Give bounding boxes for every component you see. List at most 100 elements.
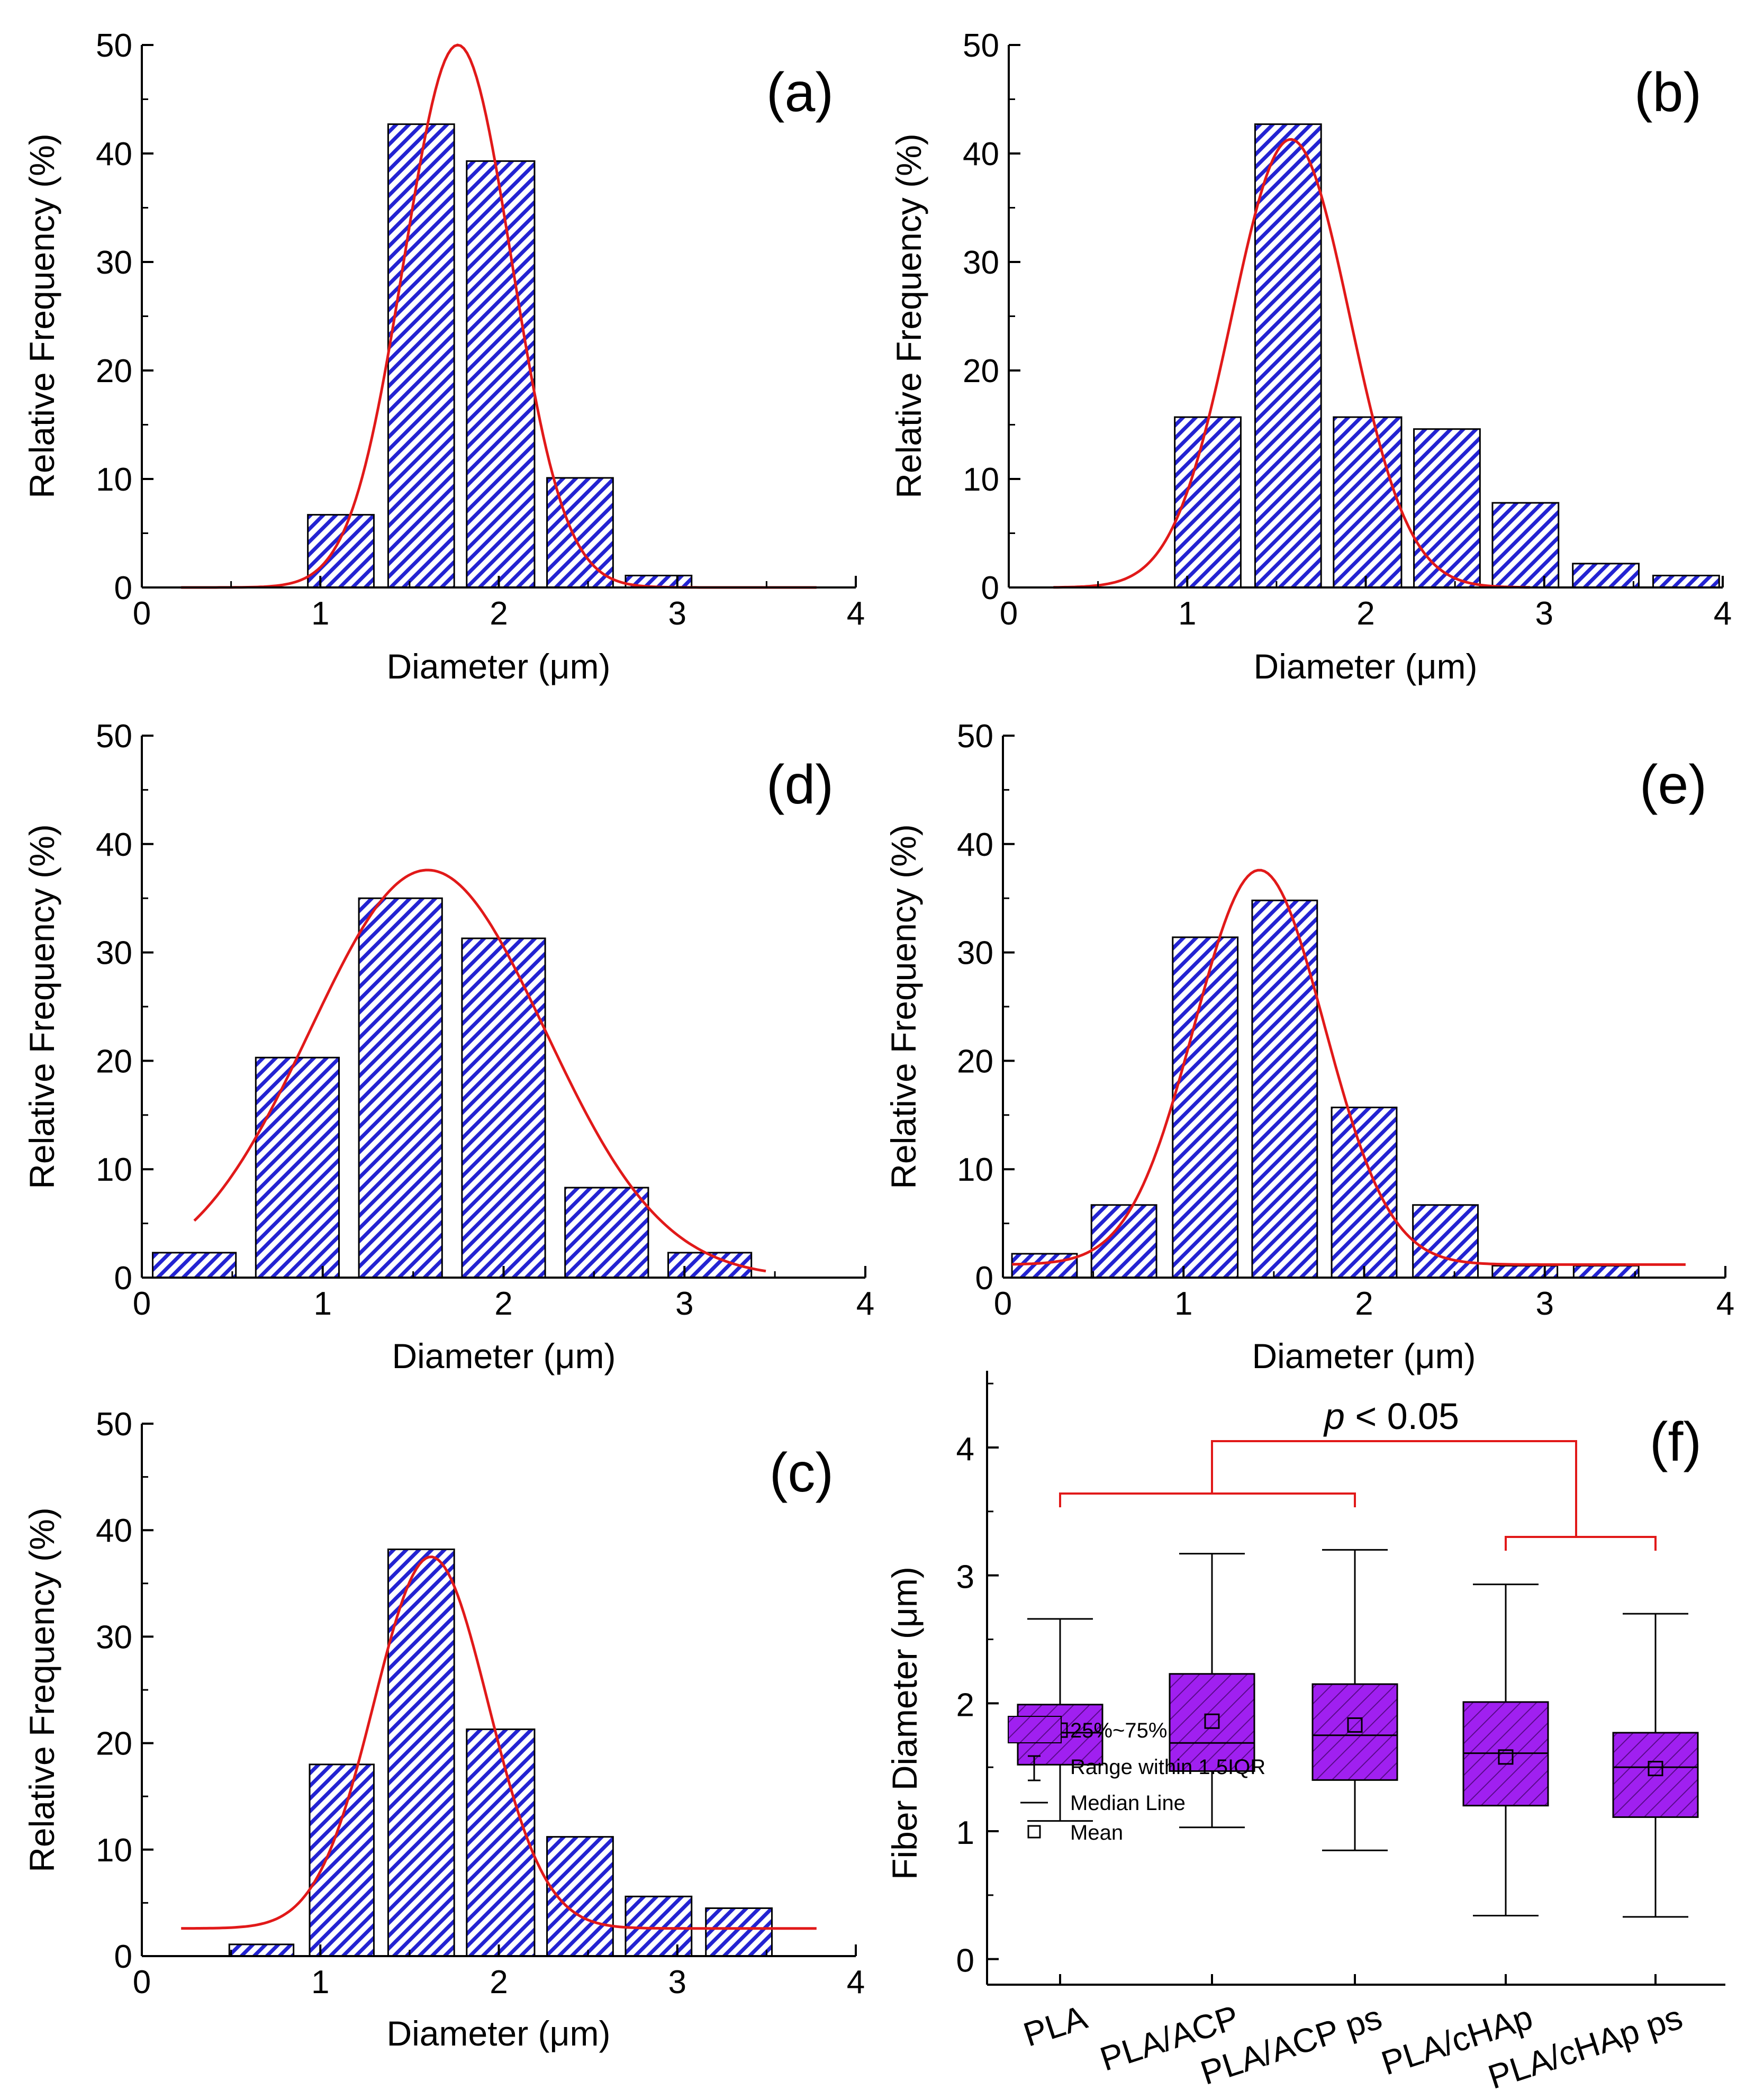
chart-d-ylabel: Relative Frequency (%) [22,824,61,1189]
chart-c-bar-3 [466,1728,536,1957]
chart-c-bars [228,1548,773,1957]
chart-a-xlabel: Diameter (μm) [386,647,610,686]
chart-f-ytick-label-0: 0 [956,1943,974,1979]
chart-d-ytick-label-4: 40 [96,827,132,863]
chart-c-xtick-label-2: 2 [490,1964,508,2001]
chart-b-xtick-label-4: 4 [1714,595,1732,632]
chart-d-bar-2 [358,897,443,1279]
chart-d-xtick-label-0: 0 [133,1286,151,1322]
chart-c-ytick-label-0: 0 [114,1939,132,1975]
chart-b-ytick-label-2: 20 [963,353,999,390]
chart-b-ytick-label-5: 50 [963,28,999,64]
chart-b-xtick-label-2: 2 [1356,595,1374,632]
chart-f-legend: 25%~75% Range within 1.5IQR Median Line … [1008,1716,1265,1844]
chart-e-bars [1011,899,1640,1279]
chart-a-ylabel: Relative Frequency (%) [22,133,61,499]
chart-e-ylabel: Relative Frequency (%) [884,824,923,1189]
chart-d-xlabel: Diameter (μm) [392,1336,616,1376]
legend-label-median: Median Line [1070,1792,1186,1815]
chart-e-xtick-label-4: 4 [1716,1286,1734,1322]
chart-a-bars [307,123,693,589]
legend-box-swatch [1008,1716,1062,1743]
chart-d-ytick-label-1: 10 [96,1152,132,1188]
chart-d-ytick-label-2: 20 [96,1043,132,1080]
chart-e-ytick-label-4: 40 [957,827,993,863]
chart-e-bar-6 [1491,1264,1559,1279]
chart-e-bar-5 [1412,1204,1479,1279]
chart-d-ytick-label-3: 30 [96,935,132,972]
chart-b-bar-1 [1254,123,1322,589]
chart-a-bar-1 [387,123,455,589]
chart-e-fit-curve [1012,868,1686,1266]
chart-c-bar-6 [705,1907,773,1957]
chart-a-xtick-label-0: 0 [133,595,151,632]
chart-d-bar-1 [255,1056,340,1279]
bracket-top [1211,1440,1577,1537]
chart-f-ytick-label-2: 2 [956,1687,974,1723]
chart-a-xtick-label-2: 2 [490,595,508,632]
chart-b-bar-4 [1491,502,1560,589]
chart-d-xtick-label-1: 1 [314,1286,332,1322]
chart-b-ytick-label-4: 40 [963,136,999,173]
box-1-iqr [1169,1673,1255,1772]
chart-b-fit-curve [1053,138,1530,589]
chart-d-panel-label: (d) [766,754,834,816]
legend-label-iqr: 25%~75% [1070,1719,1167,1742]
chart-c-ylabel: Relative Frequency (%) [22,1507,61,1872]
chart-f-ylabel: Fiber Diameter (μm) [885,1567,924,1880]
chart-e-bar-7 [1572,1264,1640,1279]
chart-d-fit-curve [193,868,766,1273]
chart-f-category-label-0: PLA [1019,1998,1092,2054]
box-1-mean [1204,1713,1220,1729]
chart-c-bar-0 [228,1943,295,1957]
chart-a-xtick-label-3: 3 [668,595,686,632]
chart-b-bar-2 [1333,416,1403,589]
chart-f-panel-label: (f) [1650,1412,1702,1473]
chart-e-ytick-label-5: 50 [957,718,993,755]
box-3-mean [1498,1749,1514,1765]
legend-label-mean: Mean [1070,1821,1123,1844]
legend-mean-swatch [1027,1825,1041,1839]
chart-c-ytick-label-5: 50 [96,1406,132,1443]
chart-c-xtick-label-3: 3 [668,1964,686,2001]
chart-a-ytick-label-1: 10 [96,462,132,498]
chart-b-xlabel: Diameter (μm) [1253,647,1477,686]
chart-b-bar-5 [1572,563,1640,589]
chart-b-ytick-label-3: 30 [963,245,999,281]
bracket-left [1059,1492,1356,1507]
chart-c-bar-1 [309,1763,375,1957]
chart-a-xtick-label-1: 1 [311,595,329,632]
chart-a-bar-2 [466,160,536,589]
chart-b-bars [1174,123,1720,589]
chart-d-bar-0 [152,1252,237,1279]
chart-e-xtick-label-1: 1 [1174,1286,1192,1322]
chart-a-bar-3 [546,477,614,589]
chart-a-panel-label: (a) [766,62,834,123]
significance-brackets [1059,1440,1657,1551]
chart-e-ytick-label-0: 0 [975,1260,993,1297]
chart-e-xtick-label-2: 2 [1355,1286,1373,1322]
chart-d-xtick-label-3: 3 [675,1286,693,1322]
chart-d-ytick-label-5: 50 [96,718,132,755]
chart-c-ytick-label-2: 20 [96,1726,132,1762]
box-2-mean [1347,1717,1363,1733]
bracket-right [1505,1536,1657,1551]
chart-e-xtick-label-0: 0 [994,1286,1012,1322]
chart-b-xtick-label-0: 0 [1000,595,1018,632]
chart-c-ytick-label-4: 40 [96,1513,132,1549]
chart-d-bar-3 [461,937,546,1279]
chart-c-bar-5 [625,1895,693,1957]
legend-label-range: Range within 1.5IQR [1070,1756,1265,1779]
chart-b-bar-0 [1174,416,1242,589]
chart-a-ytick-label-4: 40 [96,136,132,173]
chart-e-ytick-label-1: 10 [957,1152,993,1188]
chart-a-ytick-label-3: 30 [96,245,132,281]
chart-c-panel-label: (c) [770,1442,834,1504]
